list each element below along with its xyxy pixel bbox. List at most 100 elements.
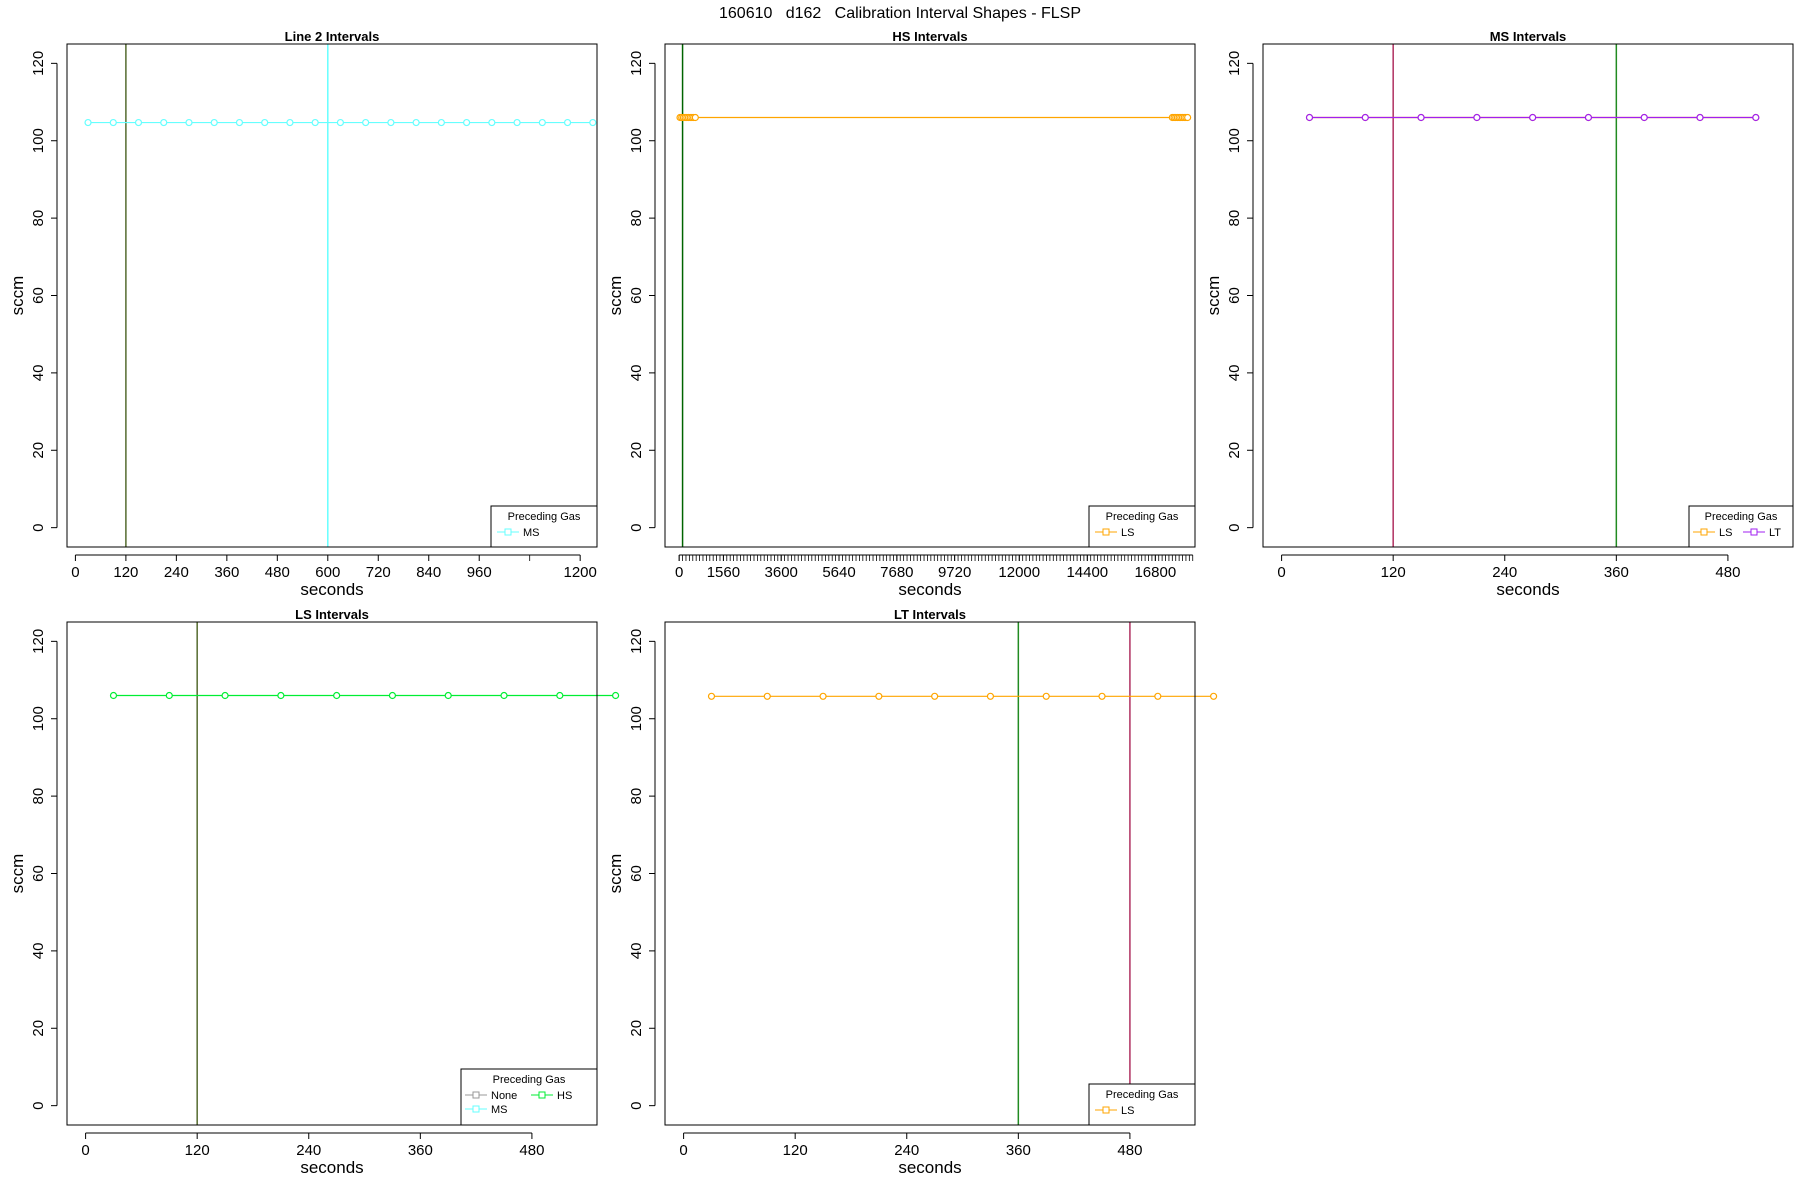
plot-frame: [66, 621, 598, 1126]
x-tick-label: 840: [416, 564, 441, 581]
x-tick-label: 120: [1381, 564, 1406, 581]
chart-title: HS Intervals: [892, 29, 967, 44]
x-tick-label: 360: [1006, 1142, 1031, 1159]
y-tick-label: 0: [30, 523, 47, 531]
legend-box: [1688, 505, 1794, 548]
legend: Preceding Gas MS: [490, 505, 598, 548]
data-point: [333, 691, 341, 700]
legend-swatch-marker: [472, 1091, 480, 1099]
data-point: [261, 118, 269, 127]
y-tick-label: 100: [628, 706, 645, 731]
x-tick-label: 0: [81, 1142, 89, 1159]
chart-title: LT Intervals: [894, 607, 966, 622]
data-point: [1584, 113, 1593, 122]
y-tick-label: 120: [30, 51, 47, 76]
data-point: [763, 692, 771, 700]
y-tick-label: 60: [30, 287, 47, 304]
data-point: [589, 118, 597, 127]
chart-panel: LS Intervals 0 20 40 60 80 100 120 sccm 0 120 240 36…: [8, 607, 620, 1177]
y-tick-label: 40: [628, 943, 645, 960]
chart-title: LS Intervals: [295, 607, 369, 622]
chart-panel: LT Intervals 0 20 40 60 80 100 120 sccm 0 120 240 36…: [606, 607, 1218, 1177]
data-point: [691, 113, 699, 122]
y-tick-label: 100: [30, 706, 47, 731]
y-tick-label: 20: [30, 442, 47, 459]
legend: Preceding Gas LS: [1088, 505, 1196, 548]
y-tick-label: 80: [628, 210, 645, 227]
x-tick-label: 0: [1277, 564, 1285, 581]
data-point: [1042, 692, 1050, 700]
data-point: [109, 691, 118, 700]
x-axis-label: seconds: [1496, 580, 1559, 599]
data-point: [1529, 113, 1537, 122]
data-point: [931, 692, 939, 700]
y-tick-label: 100: [1226, 128, 1243, 153]
legend-swatch-marker: [1750, 528, 1758, 536]
x-tick-label: 960: [467, 564, 492, 581]
x-tick-label: 360: [408, 1142, 433, 1159]
legend-item-label: MS: [523, 527, 540, 539]
y-axis-label: sccm: [606, 276, 625, 316]
y-axis-label: sccm: [8, 276, 27, 316]
x-tick-label: 480: [265, 564, 290, 581]
data-point: [819, 692, 827, 700]
data-point: [1640, 113, 1648, 122]
plot-frame: [66, 43, 598, 548]
data-point: [1098, 692, 1106, 700]
legend: Preceding Gas None HS MS: [460, 1068, 598, 1126]
legend-swatch-marker: [1102, 528, 1110, 536]
data-point: [160, 118, 168, 127]
data-point: [134, 118, 143, 127]
x-tick-label: 240: [164, 564, 189, 581]
data-point: [412, 118, 420, 127]
legend-item-label: HS: [557, 1090, 572, 1102]
legend-title: Preceding Gas: [1106, 511, 1179, 523]
x-tick-label: 1200: [563, 564, 596, 581]
x-tick-label: 3600: [765, 564, 798, 581]
chart-panel: MS Intervals 0 20 40 60 80 100 120 sccm 0 120 240 36…: [1204, 29, 1794, 599]
x-tick-label: 240: [296, 1142, 321, 1159]
legend-swatch-marker: [472, 1105, 480, 1113]
y-tick-label: 20: [30, 1020, 47, 1037]
y-tick-label: 0: [1226, 523, 1243, 531]
x-tick-label: 16800: [1134, 564, 1176, 581]
legend-item-label: LT: [1769, 527, 1781, 539]
data-point: [556, 691, 564, 700]
data-point: [986, 692, 995, 700]
y-tick-label: 120: [1226, 51, 1243, 76]
data-point: [463, 118, 471, 127]
x-axis-label: seconds: [898, 1158, 961, 1177]
data-point: [707, 692, 716, 700]
data-point: [286, 118, 294, 127]
y-tick-label: 40: [30, 365, 47, 382]
y-tick-label: 120: [628, 629, 645, 654]
y-axis-label: sccm: [1204, 276, 1223, 316]
data-point: [311, 118, 319, 127]
y-tick-label: 40: [1226, 365, 1243, 382]
y-tick-label: 80: [30, 788, 47, 805]
data-point: [513, 118, 521, 127]
data-point: [488, 118, 496, 127]
y-tick-label: 0: [628, 1101, 645, 1109]
x-tick-label: 120: [185, 1142, 210, 1159]
y-tick-label: 80: [30, 210, 47, 227]
x-tick-label: 1560: [707, 564, 740, 581]
legend-title: Preceding Gas: [1705, 511, 1778, 523]
data-point: [235, 118, 244, 127]
y-tick-label: 20: [628, 442, 645, 459]
y-tick-label: 60: [1226, 287, 1243, 304]
data-point: [109, 118, 117, 127]
y-tick-label: 60: [628, 865, 645, 882]
legend-box: [1088, 505, 1196, 548]
legend-item-label: None: [491, 1090, 517, 1102]
data-point: [1361, 113, 1369, 122]
data-point: [165, 691, 173, 700]
data-point: [1696, 113, 1704, 122]
y-tick-label: 40: [628, 365, 645, 382]
data-point: [388, 691, 397, 700]
x-tick-label: 360: [214, 564, 239, 581]
data-point: [362, 118, 370, 127]
data-point: [1209, 692, 1218, 700]
data-point: [185, 118, 193, 127]
x-tick-label: 0: [679, 1142, 687, 1159]
